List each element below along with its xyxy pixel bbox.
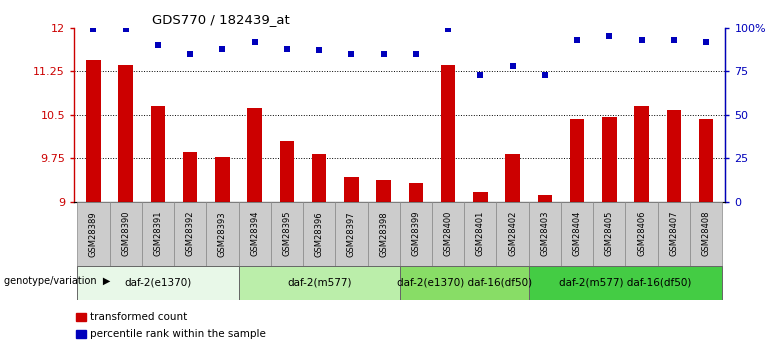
Point <box>636 37 648 42</box>
Bar <box>344 177 359 202</box>
Point <box>442 27 455 32</box>
Point <box>119 27 132 32</box>
Point <box>700 39 712 44</box>
Text: GDS770 / 182439_at: GDS770 / 182439_at <box>152 13 290 27</box>
Bar <box>76 313 86 321</box>
Bar <box>109 202 142 266</box>
Bar <box>537 195 552 202</box>
Bar <box>312 154 326 202</box>
Bar <box>399 266 529 300</box>
Point <box>378 51 390 57</box>
Bar <box>529 266 722 300</box>
Bar <box>602 117 616 202</box>
Text: GSM28394: GSM28394 <box>250 211 259 256</box>
Bar <box>561 202 594 266</box>
Point <box>668 37 680 42</box>
Text: GSM28406: GSM28406 <box>637 211 646 256</box>
Text: GSM28402: GSM28402 <box>508 211 517 256</box>
Text: GSM28405: GSM28405 <box>604 211 614 256</box>
Text: daf-2(e1370) daf-16(df50): daf-2(e1370) daf-16(df50) <box>397 278 532 288</box>
Bar <box>699 119 713 202</box>
Bar <box>529 202 561 266</box>
Bar <box>87 60 101 202</box>
Text: transformed count: transformed count <box>90 312 187 322</box>
Bar <box>497 202 529 266</box>
Bar <box>280 141 294 202</box>
Text: GSM28403: GSM28403 <box>541 211 549 256</box>
Text: GSM28395: GSM28395 <box>282 211 292 256</box>
Point <box>345 51 357 57</box>
Bar <box>183 152 197 202</box>
Point <box>571 37 583 42</box>
Text: GSM28398: GSM28398 <box>379 211 388 257</box>
Bar <box>76 330 86 338</box>
Bar <box>473 192 488 202</box>
Text: GSM28393: GSM28393 <box>218 211 227 257</box>
Bar <box>570 119 584 202</box>
Bar <box>441 65 456 202</box>
Bar <box>658 202 690 266</box>
Text: GSM28400: GSM28400 <box>444 211 452 256</box>
Text: daf-2(m577): daf-2(m577) <box>287 278 352 288</box>
Bar <box>77 202 109 266</box>
Text: percentile rank within the sample: percentile rank within the sample <box>90 329 266 339</box>
Bar <box>239 266 399 300</box>
Bar <box>667 110 681 202</box>
Bar <box>377 180 391 202</box>
Text: GSM28390: GSM28390 <box>121 211 130 256</box>
Bar <box>690 202 722 266</box>
Bar <box>151 106 165 202</box>
Bar <box>432 202 464 266</box>
Bar <box>634 106 649 202</box>
Point <box>603 33 615 39</box>
Bar <box>464 202 497 266</box>
Text: GSM28401: GSM28401 <box>476 211 485 256</box>
Bar <box>626 202 658 266</box>
Bar <box>247 108 262 202</box>
Text: daf-2(m577) daf-16(df50): daf-2(m577) daf-16(df50) <box>559 278 692 288</box>
Bar <box>367 202 399 266</box>
Point <box>410 51 422 57</box>
Text: GSM28391: GSM28391 <box>154 211 162 256</box>
Bar <box>409 183 423 202</box>
Text: GSM28407: GSM28407 <box>669 211 679 256</box>
Text: GSM28404: GSM28404 <box>573 211 582 256</box>
Point <box>506 63 519 69</box>
Bar <box>174 202 206 266</box>
Point <box>474 72 487 77</box>
Point <box>216 46 229 51</box>
Point <box>184 51 197 57</box>
Text: GSM28389: GSM28389 <box>89 211 98 257</box>
Text: daf-2(e1370): daf-2(e1370) <box>124 278 192 288</box>
Bar <box>142 202 174 266</box>
Point <box>313 48 325 53</box>
Bar <box>271 202 303 266</box>
Point <box>151 42 164 48</box>
Bar <box>119 65 133 202</box>
Bar <box>239 202 271 266</box>
Bar <box>505 154 519 202</box>
Bar <box>335 202 367 266</box>
Text: GSM28399: GSM28399 <box>411 211 420 256</box>
Bar <box>594 202 626 266</box>
Text: GSM28396: GSM28396 <box>314 211 324 257</box>
Bar <box>215 157 229 202</box>
Text: GSM28392: GSM28392 <box>186 211 195 256</box>
Point <box>87 27 100 32</box>
Point <box>248 39 261 44</box>
Bar <box>77 266 239 300</box>
Text: GSM28408: GSM28408 <box>701 211 711 256</box>
Bar <box>399 202 432 266</box>
Bar <box>206 202 239 266</box>
Point <box>539 72 551 77</box>
Point <box>281 46 293 51</box>
Text: genotype/variation  ▶: genotype/variation ▶ <box>4 276 110 286</box>
Bar <box>303 202 335 266</box>
Text: GSM28397: GSM28397 <box>347 211 356 257</box>
